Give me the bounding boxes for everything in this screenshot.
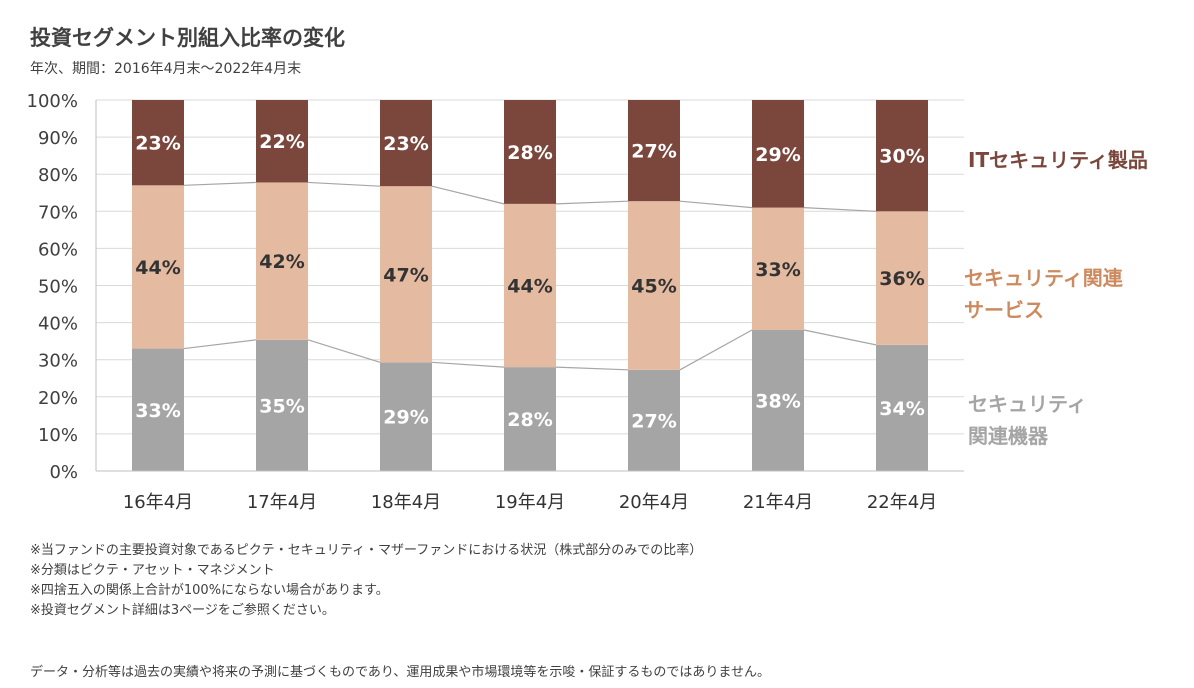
legend-line: セキュリティ関連	[964, 266, 1123, 290]
chart-title: 投資セグメント別組入比率の変化	[30, 26, 345, 50]
connector-line	[803, 329, 877, 346]
connector-lines	[183, 181, 877, 371]
y-tick-label: 50%	[38, 277, 78, 298]
bar-segment	[256, 182, 308, 340]
footnote: ※当ファンドの主要投資対象であるピクテ・セキュリティ・マザーファンドにおける状況…	[30, 543, 703, 558]
y-tick-label: 100%	[27, 91, 78, 112]
bar-segment	[504, 100, 556, 204]
y-tick-label: 80%	[38, 165, 78, 186]
connector-line	[307, 339, 381, 363]
data-label: 33%	[135, 400, 180, 422]
connector-line	[431, 361, 505, 368]
stacked-bar-chart: 33% 44% 23% 35% 42% 22% 29% 47% 23% 28% 44% 28% 27% 4…	[27, 91, 964, 513]
bar-segment	[628, 369, 680, 471]
connector-line	[307, 181, 381, 187]
data-label: 42%	[259, 251, 304, 273]
data-label: 34%	[879, 398, 924, 420]
legend-line: セキュリティ	[968, 392, 1087, 416]
y-tick-label: 60%	[38, 239, 78, 260]
legend-line: サービス	[964, 298, 1044, 322]
axes: 0% 10% 20% 30% 40% 50% 60% 70% 80% 90% 100% 16年4月 17…	[27, 91, 964, 513]
data-label: 44%	[135, 257, 180, 279]
bar-segment	[132, 348, 184, 471]
bar-segment	[752, 330, 804, 471]
bar-segment	[380, 186, 432, 363]
bar-segment	[380, 362, 432, 471]
bar-segment	[256, 339, 308, 471]
bar-segment	[380, 100, 432, 187]
x-tick-label: 22年4月	[867, 492, 937, 513]
connector-line	[679, 200, 753, 209]
bar-segment	[628, 201, 680, 370]
x-tick-label: 21年4月	[743, 492, 813, 513]
data-label: 22%	[259, 131, 304, 153]
legend-line: 関連機器	[968, 424, 1048, 448]
x-tick-label: 17年4月	[247, 492, 317, 513]
data-label: 35%	[259, 395, 304, 417]
legend-line: ITセキュリティ製品	[968, 148, 1148, 172]
data-label: 28%	[507, 409, 552, 431]
y-tick-label: 90%	[38, 128, 78, 149]
data-label: 38%	[755, 391, 800, 413]
data-label: 45%	[631, 276, 676, 298]
bar-segment	[256, 100, 308, 183]
x-tick-label: 20年4月	[619, 492, 689, 513]
bar-segment	[132, 185, 184, 349]
footnote: ※投資セグメント詳細は3ページをご参照ください。	[30, 603, 335, 618]
data-label: 28%	[507, 142, 552, 164]
footnotes: ※当ファンドの主要投資対象であるピクテ・セキュリティ・マザーファンドにおける状況…	[30, 541, 702, 621]
y-tick-label: 40%	[38, 314, 78, 335]
y-tick-label: 70%	[38, 202, 78, 223]
connector-line	[431, 185, 505, 205]
connector-line	[803, 206, 877, 212]
x-tick-label: 19年4月	[495, 492, 565, 513]
data-label: 27%	[631, 410, 676, 432]
footnote: ※分類はピクテ・アセット・マネジメント	[30, 563, 275, 578]
data-label: 47%	[383, 264, 428, 286]
y-tick-label: 0%	[49, 462, 78, 483]
bar-segment	[504, 367, 556, 471]
data-label: 44%	[507, 276, 552, 298]
bar-segment	[876, 344, 928, 471]
connector-line	[183, 181, 257, 186]
legend-it-security-products: ITセキュリティ製品	[968, 144, 1148, 176]
data-label: 30%	[879, 146, 924, 168]
legend-security-devices: セキュリティ 関連機器	[968, 388, 1087, 452]
bar-segment	[132, 100, 184, 186]
bar-segment	[876, 100, 928, 212]
disclaimer: データ・分析等は過去の実績や将来の予測に基づくものであり、運用成果や市場環境等を…	[30, 665, 770, 680]
data-label: 29%	[755, 144, 800, 166]
connector-line	[183, 339, 257, 350]
connector-line	[555, 366, 629, 371]
data-label: 36%	[879, 268, 924, 290]
data-label: 33%	[755, 259, 800, 281]
chart-subtitle: 年次、期間：2016年4月末～2022年4月末	[30, 61, 302, 77]
bars	[132, 100, 928, 471]
data-label: 23%	[135, 133, 180, 155]
y-tick-label: 20%	[38, 388, 78, 409]
data-labels: 33% 44% 23% 35% 42% 22% 29% 47% 23% 28% 44% 28% 27% 4…	[135, 131, 924, 432]
bar-segment	[628, 100, 680, 202]
data-label: 27%	[631, 141, 676, 163]
connector-line	[679, 329, 753, 371]
legend-security-services: セキュリティ関連 サービス	[964, 262, 1123, 326]
data-label: 29%	[383, 407, 428, 429]
footnote: ※四捨五入の関係上合計が100%にならない場合があります。	[30, 583, 389, 598]
bar-segment	[752, 100, 804, 208]
bar-segment	[752, 207, 804, 331]
y-tick-label: 30%	[38, 351, 78, 372]
x-tick-label: 18年4月	[371, 492, 441, 513]
connector-line	[555, 200, 629, 205]
bar-segment	[876, 211, 928, 345]
x-tick-label: 16年4月	[123, 492, 193, 513]
y-tick-label: 10%	[38, 425, 78, 446]
bar-segment	[504, 203, 556, 368]
data-label: 23%	[383, 133, 428, 155]
